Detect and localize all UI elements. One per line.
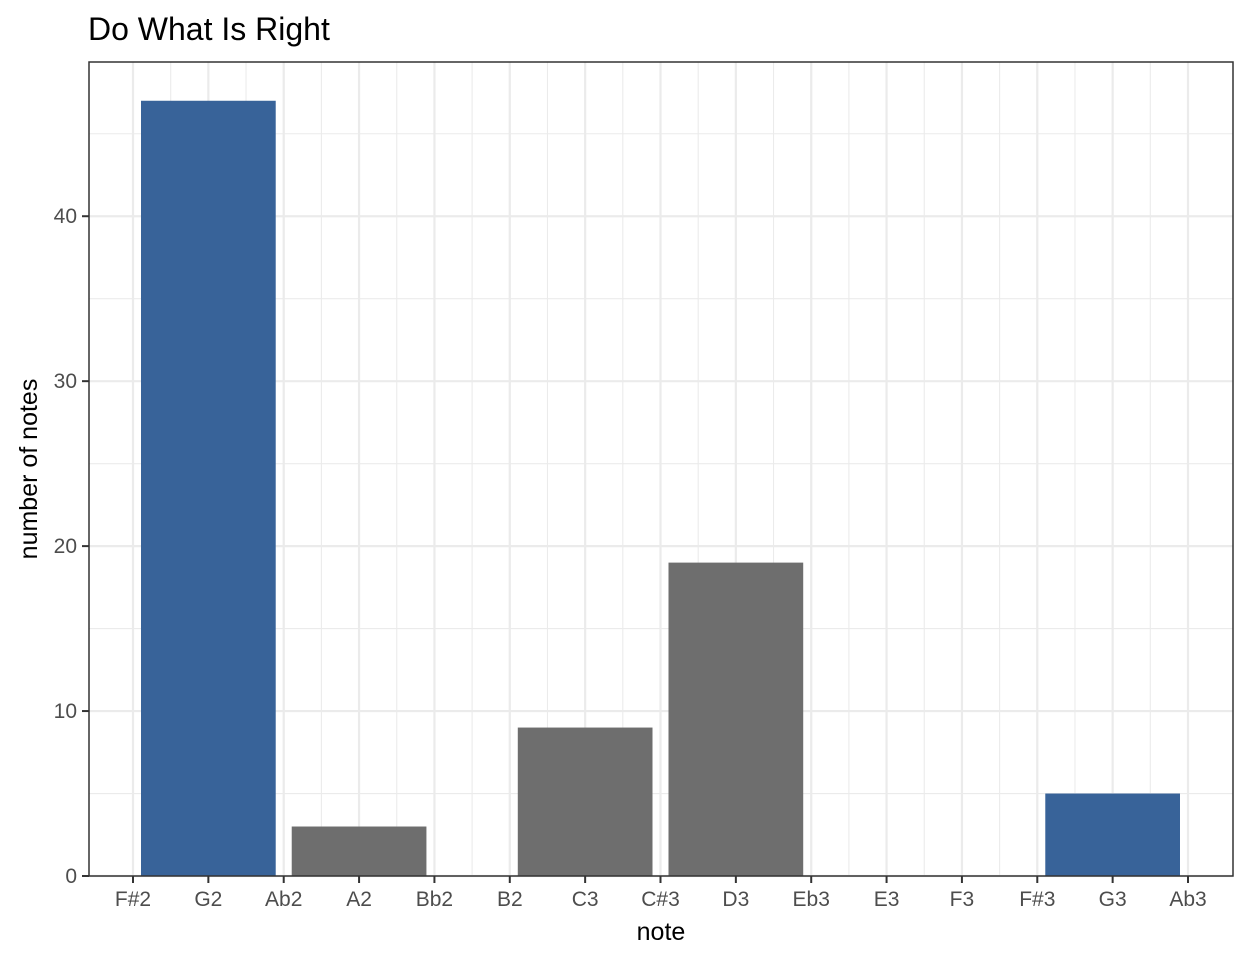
x-axis: F#2 G2 Ab2 A2 Bb2 B2 C3 C#3 D3 Eb3 E3 F3 F#3 G3 Ab3 — [115, 876, 1207, 911]
x-tick-label: G2 — [194, 888, 222, 911]
bar-d3 — [668, 562, 804, 876]
x-tick-label: B2 — [497, 888, 523, 911]
y-tick-label: 20 — [54, 535, 77, 558]
bar-g3 — [1045, 793, 1180, 876]
x-tick-label: A2 — [346, 888, 372, 911]
y-tick-label: 0 — [65, 865, 77, 888]
bar-g2 — [141, 100, 276, 876]
x-tick-label: G3 — [1099, 888, 1127, 911]
x-tick-label: F#2 — [115, 888, 151, 911]
y-tick-label: 40 — [54, 205, 77, 228]
x-tick-label: Bb2 — [416, 888, 453, 911]
x-tick-label: F3 — [950, 888, 975, 911]
y-axis-title: number of notes — [15, 379, 43, 560]
y-axis: 0 10 20 30 40 — [54, 205, 89, 888]
x-tick-label: Ab3 — [1169, 888, 1206, 911]
bar-a2 — [291, 826, 427, 876]
x-tick-label: C#3 — [641, 888, 680, 911]
x-axis-title: note — [637, 918, 686, 946]
x-tick-label: Ab2 — [265, 888, 302, 911]
bars — [141, 100, 1180, 876]
chart-title: Do What Is Right — [88, 11, 330, 47]
grid — [89, 62, 1233, 878]
x-tick-label: Eb3 — [793, 888, 830, 911]
y-tick-label: 30 — [54, 370, 77, 393]
bar-c3 — [517, 727, 653, 876]
x-tick-label: D3 — [722, 888, 749, 911]
x-tick-label: E3 — [874, 888, 900, 911]
x-tick-label: C3 — [572, 888, 599, 911]
x-tick-label: F#3 — [1019, 888, 1055, 911]
y-tick-label: 10 — [54, 700, 77, 723]
